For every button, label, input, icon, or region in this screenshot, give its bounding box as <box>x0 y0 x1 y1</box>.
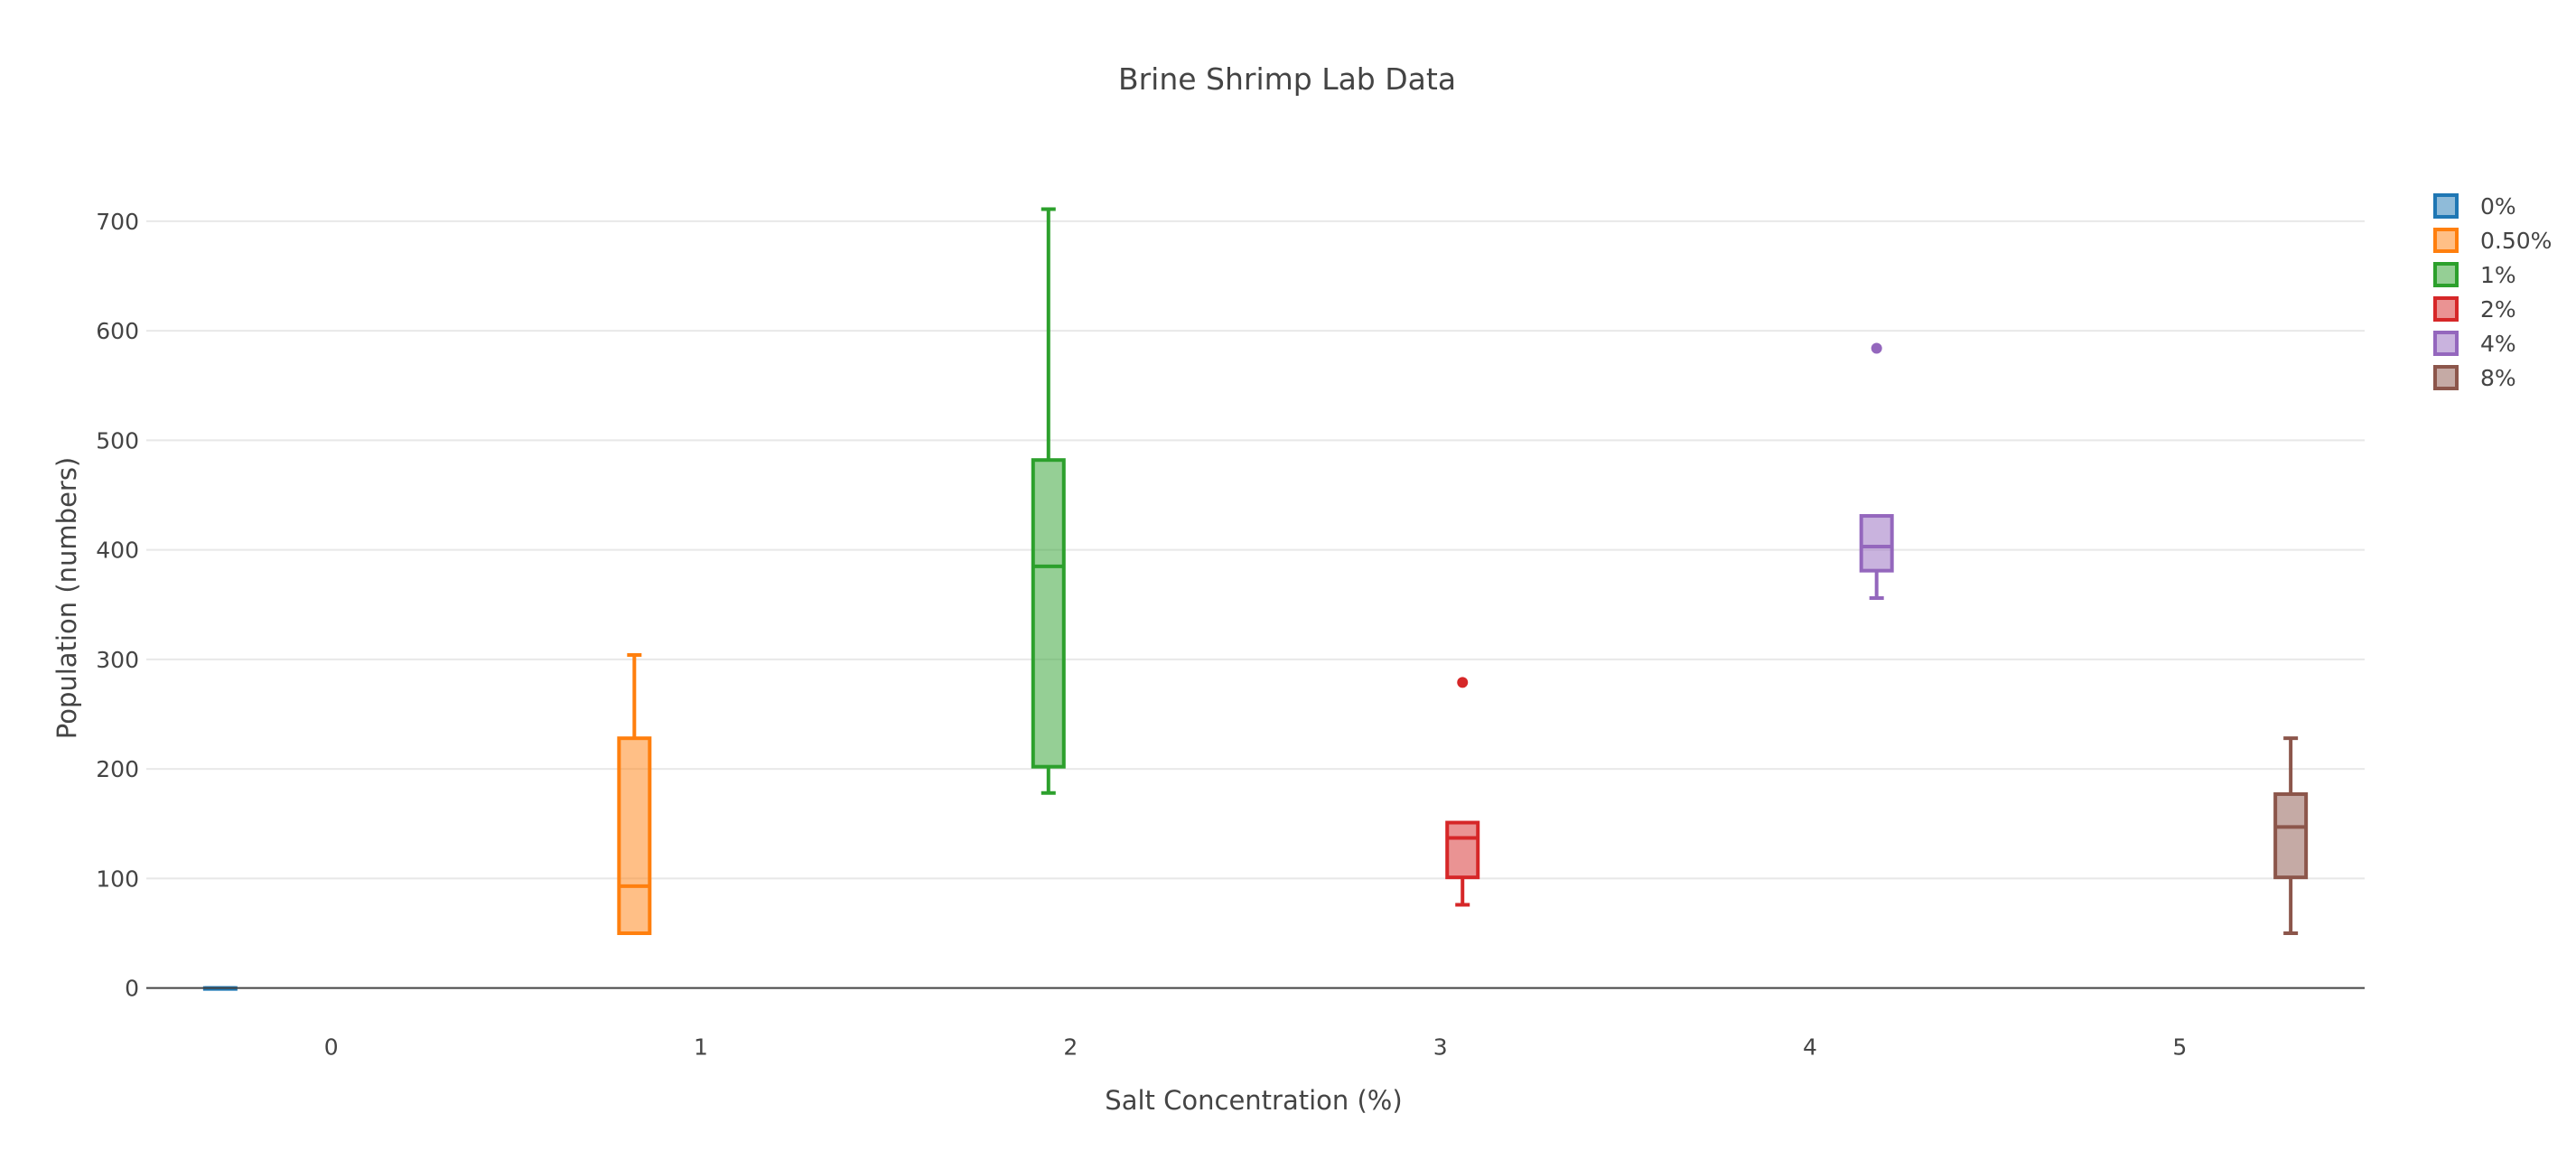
box-outlier-point <box>1457 677 1469 688</box>
box-trace[interactable] <box>1445 677 1480 907</box>
legend-item[interactable]: 0% <box>2433 193 2516 220</box>
y-tick-label: 100 <box>96 865 139 892</box>
y-tick-label: 700 <box>96 209 139 235</box>
legend-swatch <box>2433 296 2459 322</box>
x-tick-label: 4 <box>1803 1034 1817 1061</box>
legend-swatch <box>2433 228 2459 253</box>
box-body <box>1859 514 1894 573</box>
legend-label: 8% <box>2480 365 2516 391</box>
chart-title: Brine Shrimp Lab Data <box>1118 61 1456 97</box>
x-tick-label: 2 <box>1063 1034 1078 1061</box>
x-tick-label: 5 <box>2172 1034 2187 1061</box>
legend-item[interactable]: 4% <box>2433 331 2516 357</box>
legend-item[interactable]: 0.50% <box>2433 228 2552 254</box>
legend-swatch <box>2433 193 2459 219</box>
y-tick-label: 300 <box>96 647 139 673</box>
box-trace[interactable] <box>617 653 652 935</box>
gridlines <box>146 220 2365 880</box>
x-axis-ticks: 0 1 2 3 4 5 <box>324 1034 2188 1061</box>
box-series <box>202 207 2309 991</box>
x-tick-label: 1 <box>694 1034 708 1061</box>
box-trace[interactable] <box>1031 207 1066 795</box>
box-body <box>1445 820 1480 880</box>
y-tick-label: 400 <box>96 538 139 564</box>
y-tick-label: 200 <box>96 756 139 782</box>
box-body <box>617 736 652 935</box>
legend-swatch <box>2433 262 2459 287</box>
box-trace[interactable] <box>1859 342 1894 600</box>
legend-label: 4% <box>2480 331 2516 357</box>
legend-item[interactable]: 8% <box>2433 365 2516 391</box>
legend-label: 0% <box>2480 193 2516 220</box>
legend-label: 0.50% <box>2480 228 2552 254</box>
legend-item[interactable]: 1% <box>2433 262 2516 288</box>
box-trace[interactable] <box>2273 736 2309 935</box>
legend-swatch <box>2433 365 2459 390</box>
y-axis-ticks: 0 100 200 300 400 500 600 700 <box>96 209 139 1002</box>
box-body <box>2273 792 2309 880</box>
x-tick-label: 3 <box>1433 1034 1448 1061</box>
legend-item[interactable]: 2% <box>2433 296 2516 323</box>
y-tick-label: 0 <box>125 976 139 1002</box>
legend[interactable]: 0% 0.50% 1% 2% 4% 8% <box>2433 193 2552 391</box>
y-tick-label: 600 <box>96 318 139 344</box>
x-tick-label: 0 <box>324 1034 339 1061</box>
box-body <box>1031 458 1066 769</box>
y-tick-label: 500 <box>96 427 139 454</box>
x-axis-title: Salt Concentration (%) <box>1105 1085 1402 1116</box>
box-outlier-point <box>1871 342 1882 354</box>
legend-label: 1% <box>2480 262 2516 288</box>
legend-label: 2% <box>2480 296 2516 323</box>
y-axis-title: Population (numbers) <box>51 457 82 740</box>
legend-swatch <box>2433 331 2459 356</box>
